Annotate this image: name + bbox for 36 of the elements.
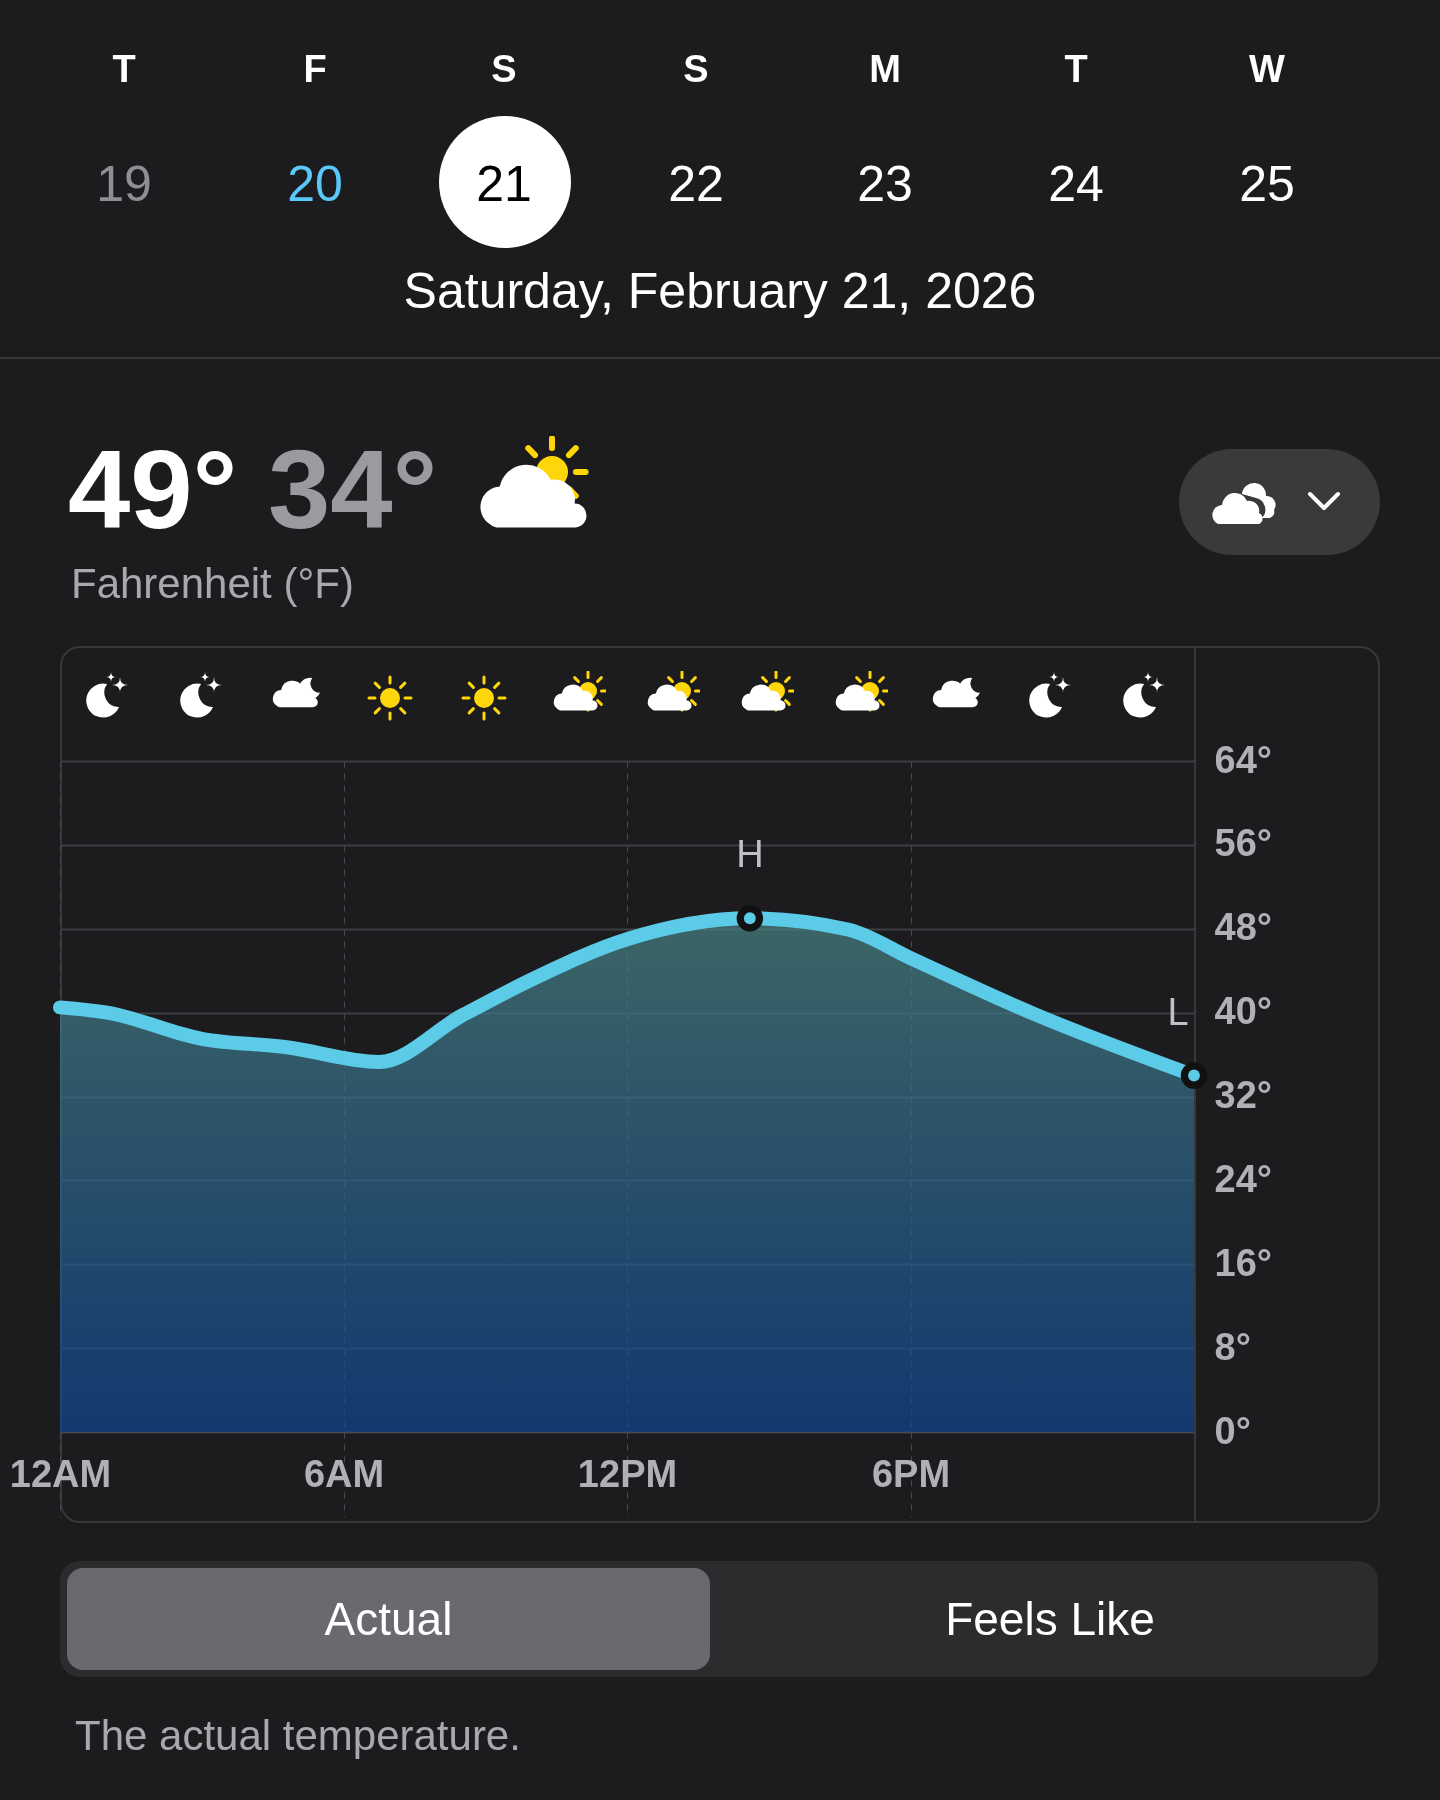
text: Fahrenheit (°F) [71,560,354,608]
text: Actual [323,1592,454,1646]
text: 23 [856,155,914,213]
text: S [682,48,710,91]
text: Feels Like [944,1592,1156,1646]
x-tick-label: 12PM [577,1452,678,1495]
annotation: L [1167,990,1189,1033]
chart-title: Saturday, February 21, 2026 [402,262,1038,320]
text: M [868,48,902,91]
y-tick-label: 56° [1214,822,1272,865]
text: T [111,48,137,91]
text: 49° [68,426,238,554]
annotation: H [736,833,764,876]
x-tick-label: 6PM [871,1452,951,1495]
y-tick-label: 64° [1214,738,1272,781]
y-tick-label: 8° [1214,1325,1251,1368]
y-tick-label: 16° [1214,1241,1272,1284]
y-tick-label: 24° [1214,1157,1272,1200]
y-tick-label: 32° [1214,1074,1272,1116]
y-tick-label: 40° [1214,990,1272,1033]
text: 34° [268,426,438,554]
text: 21 [475,155,533,213]
text: 24 [1047,155,1105,213]
text: 22 [667,155,725,213]
x-tick-label: 12AM [9,1452,112,1495]
text: W [1248,48,1286,91]
text: 19 [95,155,153,213]
text: 25 [1238,155,1296,213]
text: S [490,48,518,91]
text: F [302,48,328,91]
text: The actual temperature. [75,1712,521,1760]
y-tick-label: 0° [1214,1409,1251,1452]
y-tick-label: 48° [1214,906,1272,949]
text: T [1063,48,1089,91]
x-tick-label: 6AM [303,1452,385,1495]
text: 20 [286,155,344,213]
